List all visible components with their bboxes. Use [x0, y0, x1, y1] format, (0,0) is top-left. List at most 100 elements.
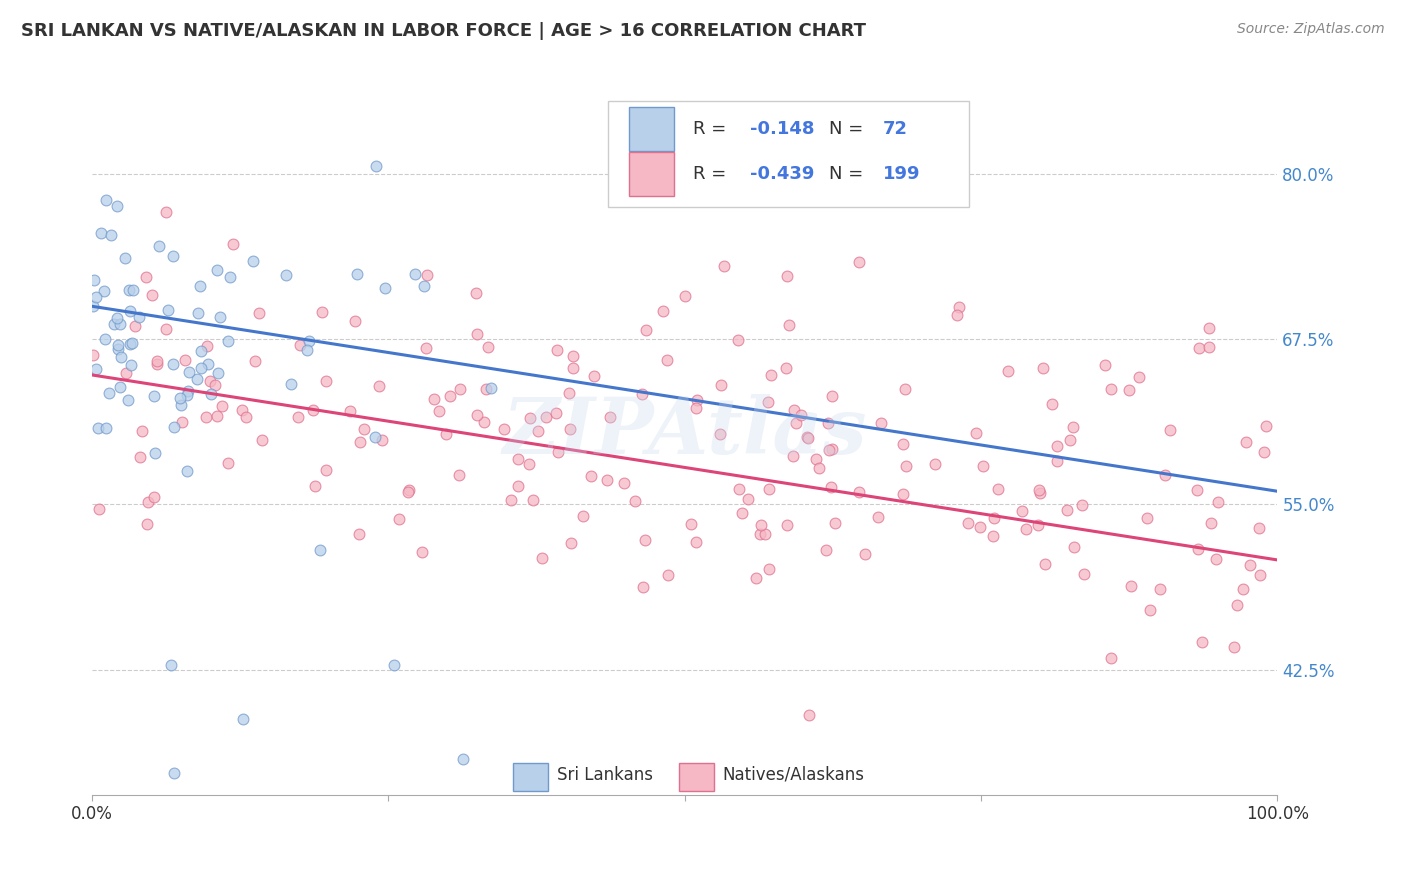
- Point: [146, 354, 169, 368]
- Point: [981, 529, 1004, 543]
- Point: [84, 362, 107, 376]
- Point: [562, 361, 585, 376]
- Point: [176, 387, 198, 401]
- Point: [98, 386, 121, 401]
- Point: [84, 290, 107, 304]
- Point: [105, 198, 128, 212]
- Point: [796, 430, 818, 444]
- Point: [492, 422, 515, 436]
- Point: [143, 445, 166, 459]
- Point: [110, 317, 132, 331]
- Point: [465, 285, 488, 300]
- Point: [367, 378, 389, 392]
- Point: [948, 300, 970, 314]
- Point: [1254, 419, 1277, 434]
- Point: [893, 487, 915, 501]
- Point: [364, 430, 387, 444]
- Point: [94, 193, 117, 207]
- Text: R =: R =: [693, 165, 733, 183]
- Point: [146, 357, 169, 371]
- Point: [131, 424, 153, 438]
- Point: [969, 520, 991, 534]
- FancyBboxPatch shape: [679, 763, 714, 790]
- Point: [657, 567, 679, 582]
- Point: [439, 389, 461, 403]
- Point: [824, 516, 846, 530]
- Point: [546, 343, 568, 357]
- Point: [894, 382, 917, 396]
- Point: [339, 404, 361, 418]
- Point: [1071, 498, 1094, 512]
- Point: [413, 278, 436, 293]
- Point: [866, 510, 889, 524]
- Point: [298, 334, 321, 349]
- Point: [517, 457, 540, 471]
- Text: N =: N =: [830, 120, 869, 138]
- Point: [623, 494, 645, 508]
- Point: [785, 416, 807, 430]
- Point: [374, 281, 396, 295]
- Point: [107, 310, 129, 325]
- Text: ZIPAtlas: ZIPAtlas: [502, 393, 868, 470]
- Point: [1226, 599, 1249, 613]
- Point: [451, 752, 474, 766]
- Point: [1239, 558, 1261, 572]
- Point: [274, 268, 297, 283]
- Point: [128, 310, 150, 324]
- Point: [247, 306, 270, 320]
- Point: [797, 431, 820, 445]
- Point: [148, 239, 170, 253]
- Point: [1198, 321, 1220, 335]
- Point: [155, 205, 177, 219]
- Point: [411, 545, 433, 559]
- Point: [205, 263, 228, 277]
- Point: [544, 406, 567, 420]
- Point: [808, 461, 831, 475]
- Point: [179, 365, 201, 379]
- Point: [479, 381, 502, 395]
- Point: [195, 339, 218, 353]
- Point: [1026, 518, 1049, 533]
- Point: [467, 327, 489, 342]
- Point: [200, 386, 222, 401]
- Point: [1191, 635, 1213, 649]
- Point: [434, 427, 457, 442]
- Point: [190, 361, 212, 376]
- Point: [758, 483, 780, 497]
- Point: [558, 422, 581, 436]
- Point: [177, 384, 200, 398]
- Text: Source: ZipAtlas.com: Source: ZipAtlas.com: [1237, 22, 1385, 37]
- Point: [156, 302, 179, 317]
- Point: [110, 350, 132, 364]
- Point: [124, 319, 146, 334]
- Point: [1199, 516, 1222, 530]
- Point: [90, 227, 112, 241]
- Point: [957, 516, 980, 530]
- Point: [217, 334, 239, 348]
- Point: [775, 360, 797, 375]
- Point: [162, 358, 184, 372]
- Point: [474, 382, 496, 396]
- Point: [162, 249, 184, 263]
- Point: [114, 252, 136, 266]
- Point: [1118, 383, 1140, 397]
- Point: [817, 416, 839, 430]
- Point: [1028, 485, 1050, 500]
- Point: [997, 364, 1019, 378]
- Point: [103, 318, 125, 332]
- Point: [1033, 557, 1056, 571]
- Point: [301, 402, 323, 417]
- Point: [122, 283, 145, 297]
- Point: [599, 410, 621, 425]
- Point: [634, 323, 657, 337]
- Point: [558, 386, 581, 401]
- Point: [501, 493, 523, 508]
- Point: [710, 378, 733, 392]
- Text: Natives/Alaskans: Natives/Alaskans: [723, 765, 865, 784]
- Point: [1062, 420, 1084, 434]
- Point: [370, 433, 392, 447]
- Point: [135, 269, 157, 284]
- Point: [349, 434, 371, 449]
- Point: [983, 510, 1005, 524]
- Point: [790, 408, 813, 422]
